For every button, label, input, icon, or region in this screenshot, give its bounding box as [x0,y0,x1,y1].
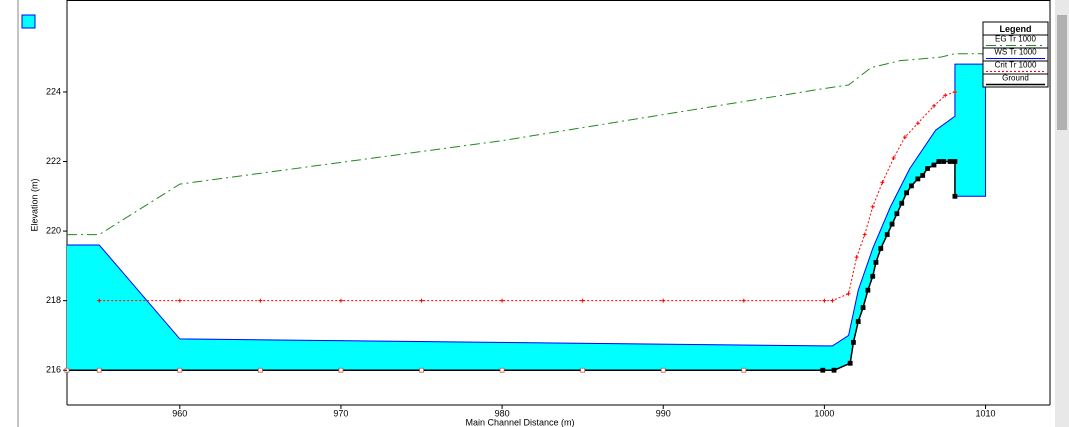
crit-marker [419,298,424,303]
crit-marker [500,298,505,303]
y-axis-label: Elevation (m) [29,178,39,231]
x-tick-label: 1010 [976,408,996,418]
crit-marker [97,298,102,303]
ground-marker [947,159,953,164]
crit-marker [580,298,585,303]
crit-marker [880,180,885,185]
x-tick-label: 980 [495,408,510,418]
crit-marker [943,93,948,98]
ground-marker [878,246,884,251]
y-tick-label: 222 [46,156,61,166]
ground-marker [936,159,942,164]
series-line [67,63,987,347]
ground-marker [899,200,905,206]
ground-marker [855,319,861,324]
x-tick-label: 990 [656,408,671,418]
series-line [99,91,956,302]
toolbar-icon[interactable] [21,14,36,29]
ground-marker [499,367,505,373]
legend-label: Crit Tr 1000 [995,61,1037,70]
ground-marker [904,190,909,196]
crit-marker [822,298,827,303]
ground-marker [96,367,102,373]
crit-marker [258,298,263,303]
legend-label: Ground [1002,74,1029,83]
legend-title: Legend [999,24,1031,34]
crit-marker [846,291,851,296]
ground-marker [820,367,826,373]
crit-marker [952,89,957,94]
x-tick-label: 960 [172,408,187,418]
legend-label: WS Tr 1000 [994,48,1037,57]
y-tick-label: 220 [46,225,61,235]
ground-marker [952,159,958,164]
crit-marker [854,255,859,260]
series-line [67,53,986,236]
ground-marker [925,166,930,171]
ground-marker [851,339,856,345]
legend-label: EG Tr 1000 [995,35,1036,44]
y-tick-label: 216 [46,365,61,375]
x-axis-label: Main Channel Distance (m) [465,417,574,427]
crit-marker [931,103,936,108]
water-area [67,64,986,371]
crit-marker [338,298,343,303]
ground-marker [952,193,958,199]
ground-marker [920,173,926,178]
legend-box [982,21,1049,88]
y-tick-label: 218 [46,295,61,305]
ground-marker [941,159,947,164]
ground-marker [870,273,876,279]
ground-marker [894,211,900,217]
scrollbar-thumb[interactable] [1057,15,1067,130]
ground-marker [660,367,666,373]
crit-marker [891,156,896,161]
ground-marker [580,367,586,373]
crit-marker [915,121,920,126]
crit-marker [830,298,835,303]
ground-marker [884,232,890,237]
crit-marker [870,204,875,209]
crit-marker [661,298,666,303]
ground-marker [741,367,747,373]
crit-marker [177,298,182,303]
ground-marker [257,367,263,373]
ground-marker [860,305,866,311]
y-tick-label: 224 [46,86,61,96]
ground-marker [931,162,937,168]
crit-marker [741,298,746,303]
x-tick-label: 970 [333,408,348,418]
ground-marker [338,367,344,373]
ground-marker [873,259,879,265]
ground-marker [909,183,914,189]
crit-marker [902,135,907,140]
ground-marker [865,287,871,293]
ground-marker [419,367,424,373]
ground-marker [889,221,895,227]
ground-marker [831,367,837,373]
ground-marker [847,360,853,366]
ground-marker [915,176,921,182]
crit-marker [862,232,867,237]
x-tick-label: 1000 [814,408,834,418]
ground-marker [177,367,183,373]
